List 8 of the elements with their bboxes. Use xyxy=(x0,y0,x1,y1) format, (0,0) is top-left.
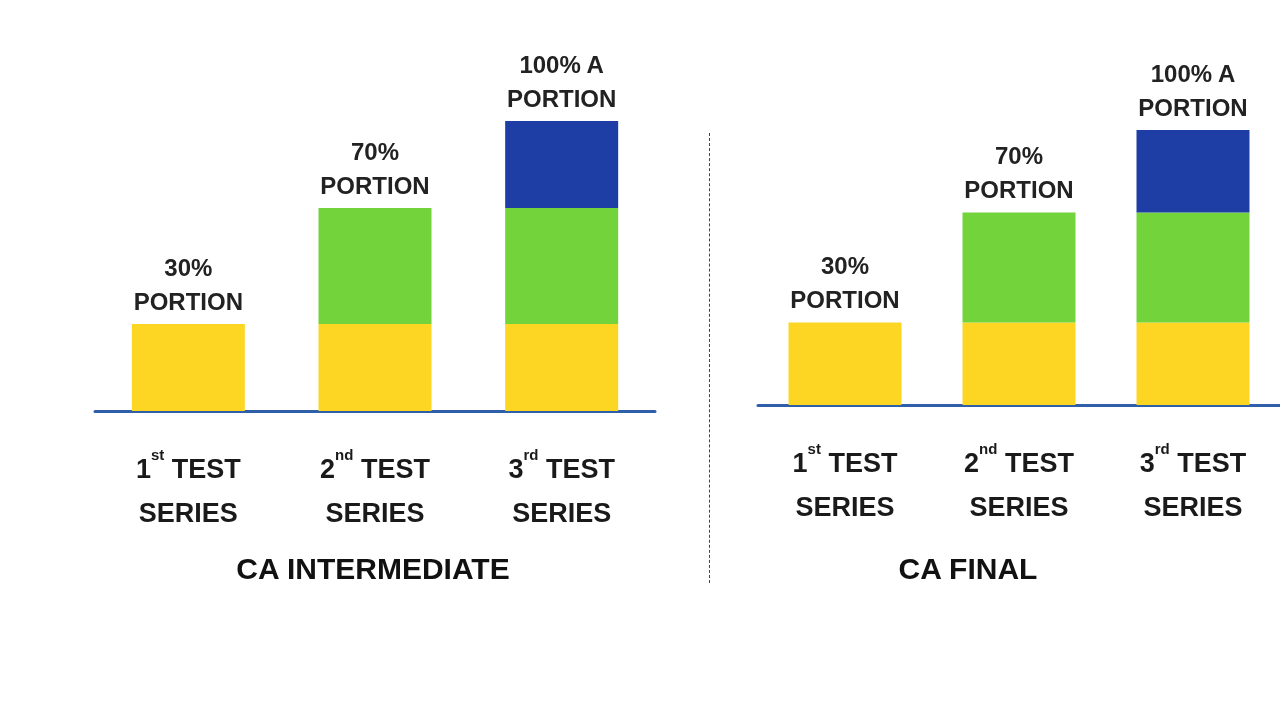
total-label: 30% PORTION xyxy=(133,253,244,315)
text: CA INTERMEDIATE xyxy=(236,551,510,585)
total-label: 70% PORTION xyxy=(964,142,1074,203)
total-label: 70% PORTION xyxy=(320,137,430,199)
total-label: 100% A PORTION xyxy=(1138,59,1248,121)
total-label: 30% PORTION xyxy=(790,252,900,313)
total-label: 100% A PORTION xyxy=(506,50,617,112)
text: CA FINAL xyxy=(898,551,1038,585)
